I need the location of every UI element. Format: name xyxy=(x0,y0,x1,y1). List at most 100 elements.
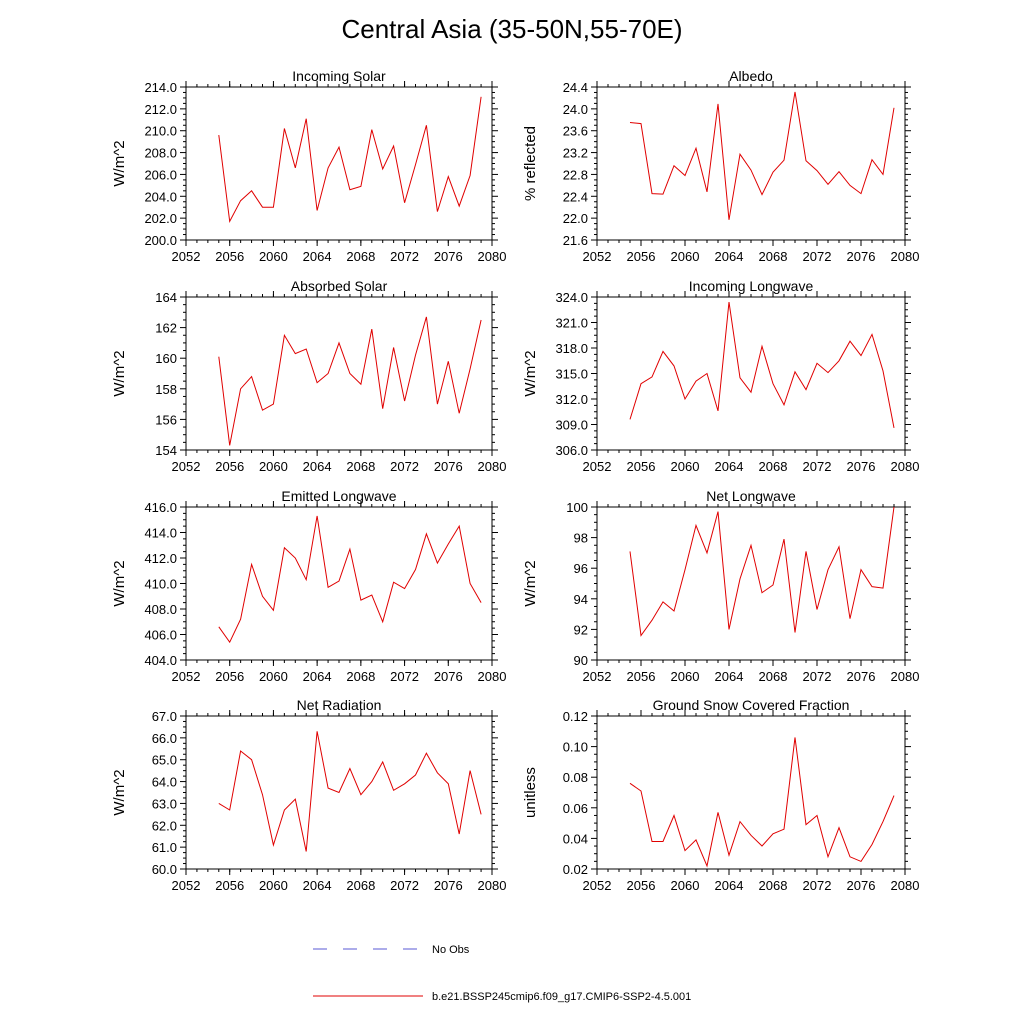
y-axis-label: W/m^2 xyxy=(522,560,539,606)
y-tick-label: 0.02 xyxy=(563,862,588,877)
panel-title: Albedo xyxy=(729,68,773,84)
legend-model-label: b.e21.BSSP245cmip6.f09_g17.CMIP6-SSP2-4.… xyxy=(432,991,691,1003)
x-tick-label: 2052 xyxy=(583,459,612,474)
panel-4: Emitted Longwave W/m^2 2052 2056 2060 2064 206… xyxy=(111,488,506,684)
x-tick-label: 2068 xyxy=(759,459,788,474)
y-tick-label: 410.0 xyxy=(144,577,177,592)
y-tick-label: 306.0 xyxy=(555,443,588,458)
y-tick-label: 23.2 xyxy=(563,146,588,161)
panels-group: Incoming Solar W/m^2 2052 2056 2060 2064 2068 2… xyxy=(111,68,919,893)
x-tick-label: 2068 xyxy=(346,249,375,264)
y-tick-label: 65.0 xyxy=(152,753,177,768)
y-tick-label: 200.0 xyxy=(144,233,177,248)
y-tick-label: 412.0 xyxy=(144,551,177,566)
x-tick-label: 2068 xyxy=(759,878,788,893)
figure-title: Central Asia (35-50N,55-70E) xyxy=(341,14,683,44)
y-tick-label: 23.6 xyxy=(563,124,588,139)
x-tick-label: 2072 xyxy=(803,459,832,474)
x-tick-label: 2052 xyxy=(172,249,201,264)
y-tick-label: 160 xyxy=(155,351,177,366)
x-tick-label: 2068 xyxy=(346,669,375,684)
panel-title: Incoming Solar xyxy=(292,68,386,84)
x-tick-label: 2072 xyxy=(390,669,419,684)
y-tick-label: 156 xyxy=(155,412,177,427)
y-tick-label: 22.0 xyxy=(563,211,588,226)
x-tick-label: 2068 xyxy=(346,878,375,893)
x-tick-label: 2064 xyxy=(303,459,332,474)
x-tick-label: 2068 xyxy=(346,459,375,474)
y-tick-label: 96 xyxy=(574,561,588,576)
panel-7: Ground Snow Covered Fraction unitless 2052… xyxy=(522,697,919,893)
x-tick-label: 2064 xyxy=(303,669,332,684)
plot-frame xyxy=(185,296,493,451)
series-line xyxy=(629,302,895,428)
series-line xyxy=(218,515,482,644)
panel-title: Emitted Longwave xyxy=(281,488,396,504)
x-tick-label: 2080 xyxy=(478,459,507,474)
plot-frame xyxy=(596,715,906,870)
y-tick-label: 0.04 xyxy=(563,831,588,846)
y-tick-label: 66.0 xyxy=(152,731,177,746)
panel-title: Net Radiation xyxy=(297,697,382,713)
y-tick-label: 22.8 xyxy=(563,167,588,182)
y-tick-label: 406.0 xyxy=(144,628,177,643)
y-axis-label: W/m^2 xyxy=(111,350,128,396)
legend: No Obs b.e21.BSSP245cmip6.f09_g17.CMIP6-… xyxy=(313,944,691,1003)
x-tick-label: 2072 xyxy=(803,878,832,893)
y-tick-label: 98 xyxy=(574,531,588,546)
y-tick-label: 309.0 xyxy=(555,418,588,433)
x-tick-label: 2076 xyxy=(847,459,876,474)
x-tick-label: 2068 xyxy=(759,249,788,264)
series-line xyxy=(629,506,895,637)
y-tick-label: 158 xyxy=(155,382,177,397)
panel-title: Absorbed Solar xyxy=(291,278,388,294)
series-line xyxy=(218,731,482,852)
y-tick-label: 416.0 xyxy=(144,500,177,515)
y-tick-label: 64.0 xyxy=(152,775,177,790)
x-tick-label: 2080 xyxy=(891,669,920,684)
y-tick-label: 24.0 xyxy=(563,102,588,117)
x-tick-label: 2064 xyxy=(715,459,744,474)
x-tick-label: 2080 xyxy=(478,669,507,684)
y-axis-label: W/m^2 xyxy=(522,350,539,396)
x-tick-label: 2076 xyxy=(434,878,463,893)
x-tick-label: 2060 xyxy=(259,459,288,474)
x-tick-label: 2064 xyxy=(303,249,332,264)
y-tick-label: 408.0 xyxy=(144,602,177,617)
x-tick-label: 2080 xyxy=(478,249,507,264)
y-tick-label: 414.0 xyxy=(144,526,177,541)
panel-1: Albedo % reflected 2052 2056 2060 2064 2068 207… xyxy=(522,68,919,264)
x-tick-label: 2080 xyxy=(891,878,920,893)
y-axis-label: W/m^2 xyxy=(111,140,128,186)
y-tick-label: 318.0 xyxy=(555,341,588,356)
y-tick-label: 60.0 xyxy=(152,862,177,877)
x-tick-label: 2072 xyxy=(803,669,832,684)
y-tick-label: 0.12 xyxy=(563,709,588,724)
panel-5: Net Longwave W/m^2 2052 2056 2060 2064 2068 207… xyxy=(522,488,919,684)
x-tick-label: 2056 xyxy=(215,669,244,684)
y-axis-label: % reflected xyxy=(522,126,539,201)
x-tick-label: 2072 xyxy=(803,249,832,264)
x-tick-label: 2052 xyxy=(172,669,201,684)
x-tick-label: 2072 xyxy=(390,459,419,474)
y-tick-label: 67.0 xyxy=(152,709,177,724)
x-tick-label: 2060 xyxy=(671,878,700,893)
y-tick-label: 92 xyxy=(574,622,588,637)
panel-6: Net Radiation W/m^2 2052 2056 2060 2064 2068 20… xyxy=(111,697,506,893)
series-line xyxy=(629,91,895,220)
y-tick-label: 24.4 xyxy=(563,80,588,95)
y-tick-label: 94 xyxy=(574,592,588,607)
x-tick-label: 2060 xyxy=(671,669,700,684)
y-tick-label: 208.0 xyxy=(144,146,177,161)
y-tick-label: 212.0 xyxy=(144,102,177,117)
x-tick-label: 2080 xyxy=(891,249,920,264)
y-tick-label: 90 xyxy=(574,653,588,668)
y-tick-label: 202.0 xyxy=(144,211,177,226)
x-tick-label: 2052 xyxy=(172,459,201,474)
y-axis-label: unitless xyxy=(522,767,539,818)
y-tick-label: 0.06 xyxy=(563,801,588,816)
panel-3: Incoming Longwave W/m^2 2052 2056 2060 2064 20… xyxy=(522,278,919,474)
y-tick-label: 162 xyxy=(155,321,177,336)
x-tick-label: 2056 xyxy=(627,459,656,474)
